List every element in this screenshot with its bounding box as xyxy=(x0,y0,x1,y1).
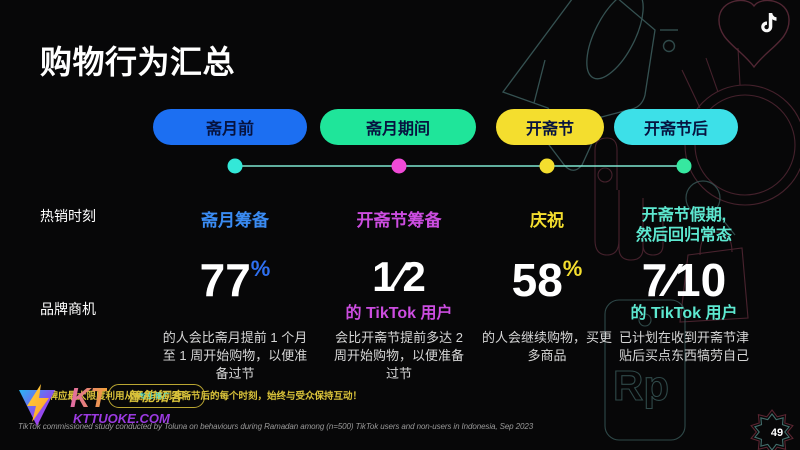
svg-text:49: 49 xyxy=(771,427,783,439)
